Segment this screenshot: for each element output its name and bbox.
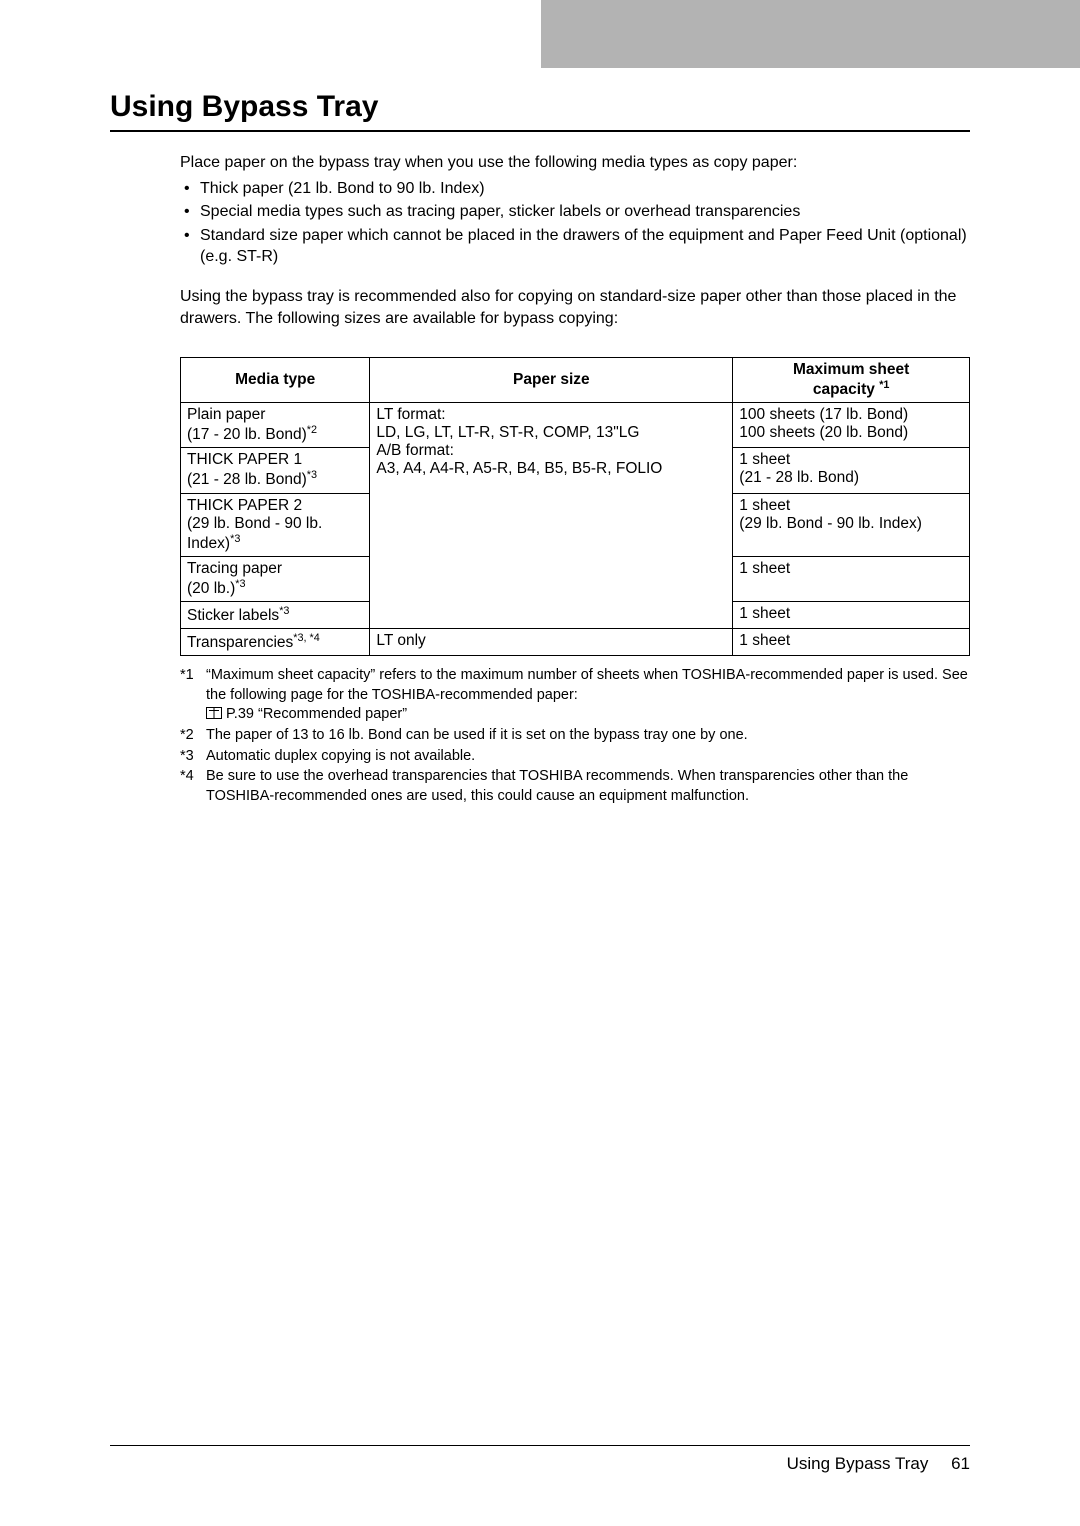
footnote-ref: P.39 “Recommended paper” [226, 706, 407, 722]
paper-line: A/B format: [376, 442, 454, 459]
max-line1: 1 sheet [739, 632, 790, 649]
page-content: Using Bypass Tray Place paper on the byp… [110, 90, 970, 807]
media-line1: Plain paper [187, 406, 265, 423]
footnote: *2 The paper of 13 to 16 lb. Bond can be… [180, 726, 970, 746]
media-sup: *2 [307, 424, 317, 436]
header-max-line2: capacity [813, 381, 879, 398]
footnote-mark: *1 [180, 666, 206, 725]
intro-paragraph: Place paper on the bypass tray when you … [180, 152, 970, 174]
page-heading: Using Bypass Tray [110, 90, 970, 132]
header-paper-size: Paper size [370, 358, 733, 403]
table-header-row: Media type Paper size Maximum sheet capa… [181, 358, 970, 403]
header-max-line1: Maximum sheet [793, 361, 909, 378]
footer-title: Using Bypass Tray [787, 1454, 929, 1473]
max-line1: 100 sheets (17 lb. Bond) [739, 406, 908, 423]
footnote-text: Automatic duplex copying is not availabl… [206, 747, 970, 767]
media-line2: (20 lb.) [187, 580, 235, 597]
bullet-item: Thick paper (21 lb. Bond to 90 lb. Index… [180, 178, 970, 200]
cell-media: Transparencies*3, *4 [181, 629, 370, 656]
spec-table: Media type Paper size Maximum sheet capa… [180, 357, 970, 656]
media-sup: *3 [307, 469, 317, 481]
page-footer: Using Bypass Tray 61 [110, 1445, 970, 1474]
media-line2: (29 lb. Bond - 90 lb. Index) [187, 515, 322, 552]
cell-paper-size: LT format: LD, LG, LT, LT-R, ST-R, COMP,… [370, 403, 733, 629]
footnote-text: Be sure to use the overhead transparenci… [206, 767, 970, 806]
max-line2: (29 lb. Bond - 90 lb. Index) [739, 515, 922, 532]
table-row: Transparencies*3, *4 LT only 1 sheet [181, 629, 970, 656]
second-paragraph: Using the bypass tray is recommended als… [180, 286, 970, 329]
cell-paper-size: LT only [370, 629, 733, 656]
cell-media: Sticker labels*3 [181, 601, 370, 628]
spec-table-wrap: Media type Paper size Maximum sheet capa… [180, 357, 970, 656]
footnotes: *1 “Maximum sheet capacity” refers to th… [180, 666, 970, 806]
cell-media: Plain paper (17 - 20 lb. Bond)*2 [181, 403, 370, 448]
footnote-text: The paper of 13 to 16 lb. Bond can be us… [206, 726, 970, 746]
bullet-list: Thick paper (21 lb. Bond to 90 lb. Index… [180, 178, 970, 268]
max-line2: (21 - 28 lb. Bond) [739, 469, 859, 486]
table-row: Plain paper (17 - 20 lb. Bond)*2 LT form… [181, 403, 970, 448]
media-sup: *3 [230, 533, 240, 545]
max-line1: 1 sheet [739, 451, 790, 468]
book-icon [206, 707, 222, 719]
cell-media: THICK PAPER 2 (29 lb. Bond - 90 lb. Inde… [181, 493, 370, 556]
media-sup: *3, *4 [293, 632, 320, 644]
paper-line: A3, A4, A4-R, A5-R, B4, B5, B5-R, FOLIO [376, 460, 662, 477]
header-max-capacity: Maximum sheet capacity *1 [733, 358, 970, 403]
footnote-mark: *3 [180, 747, 206, 767]
cell-media: Tracing paper (20 lb.)*3 [181, 556, 370, 601]
cell-max: 1 sheet (29 lb. Bond - 90 lb. Index) [733, 493, 970, 556]
media-line1: Sticker labels [187, 607, 279, 624]
footnote: *3 Automatic duplex copying is not avail… [180, 747, 970, 767]
footnote: *1 “Maximum sheet capacity” refers to th… [180, 666, 970, 725]
max-line2: 100 sheets (20 lb. Bond) [739, 424, 908, 441]
footnote: *4 Be sure to use the overhead transpare… [180, 767, 970, 806]
media-line2: (17 - 20 lb. Bond) [187, 426, 307, 443]
max-line1: 1 sheet [739, 497, 790, 514]
cell-media: THICK PAPER 1 (21 - 28 lb. Bond)*3 [181, 448, 370, 493]
bullet-item: Special media types such as tracing pape… [180, 201, 970, 223]
cell-max: 100 sheets (17 lb. Bond) 100 sheets (20 … [733, 403, 970, 448]
media-line2: (21 - 28 lb. Bond) [187, 472, 307, 489]
header-media-type: Media type [181, 358, 370, 403]
cell-max: 1 sheet [733, 601, 970, 628]
media-sup: *3 [279, 605, 289, 617]
media-sup: *3 [235, 578, 245, 590]
cell-max: 1 sheet (21 - 28 lb. Bond) [733, 448, 970, 493]
intro-block: Place paper on the bypass tray when you … [180, 152, 970, 329]
max-line1: 1 sheet [739, 560, 790, 577]
footnote-mark: *4 [180, 767, 206, 806]
media-line1: Transparencies [187, 634, 293, 651]
media-line1: THICK PAPER 2 [187, 497, 302, 514]
cell-max: 1 sheet [733, 556, 970, 601]
footnote-body: “Maximum sheet capacity” refers to the m… [206, 667, 968, 703]
footer-page-number: 61 [951, 1454, 970, 1473]
header-max-sup: *1 [879, 379, 889, 391]
cell-max: 1 sheet [733, 629, 970, 656]
max-line1: 1 sheet [739, 605, 790, 622]
paper-line: LD, LG, LT, LT-R, ST-R, COMP, 13"LG [376, 424, 639, 441]
footnote-mark: *2 [180, 726, 206, 746]
footnote-text: “Maximum sheet capacity” refers to the m… [206, 666, 970, 725]
header-band [541, 0, 1080, 68]
media-line1: Tracing paper [187, 560, 282, 577]
media-line1: THICK PAPER 1 [187, 451, 302, 468]
bullet-item: Standard size paper which cannot be plac… [180, 225, 970, 268]
paper-line: LT format: [376, 406, 445, 423]
